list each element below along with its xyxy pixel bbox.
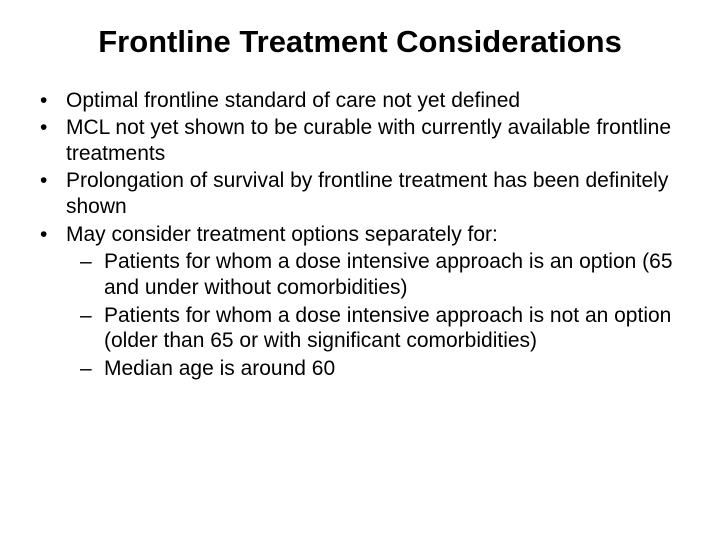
sub-bullet-list: Patients for whom a dose intensive appro…	[66, 249, 688, 381]
bullet-text: MCL not yet shown to be curable with cur…	[66, 116, 671, 165]
list-item: Patients for whom a dose intensive appro…	[66, 249, 688, 300]
list-item: Optimal frontline standard of care not y…	[32, 88, 688, 114]
list-item: Prolongation of survival by frontline tr…	[32, 168, 688, 219]
sub-bullet-text: Patients for whom a dose intensive appro…	[104, 250, 673, 299]
list-item: Patients for whom a dose intensive appro…	[66, 303, 688, 354]
list-item: MCL not yet shown to be curable with cur…	[32, 115, 688, 166]
sub-bullet-text: Patients for whom a dose intensive appro…	[104, 304, 671, 353]
bullet-text: May consider treatment options separatel…	[66, 223, 498, 246]
list-item: May consider treatment options separatel…	[32, 222, 688, 382]
bullet-list: Optimal frontline standard of care not y…	[32, 88, 688, 382]
bullet-text: Optimal frontline standard of care not y…	[66, 89, 520, 112]
list-item: Median age is around 60	[66, 356, 688, 382]
slide: Frontline Treatment Considerations Optim…	[0, 0, 720, 540]
bullet-text: Prolongation of survival by frontline tr…	[66, 169, 668, 218]
sub-bullet-text: Median age is around 60	[104, 357, 335, 380]
slide-title: Frontline Treatment Considerations	[32, 24, 688, 60]
